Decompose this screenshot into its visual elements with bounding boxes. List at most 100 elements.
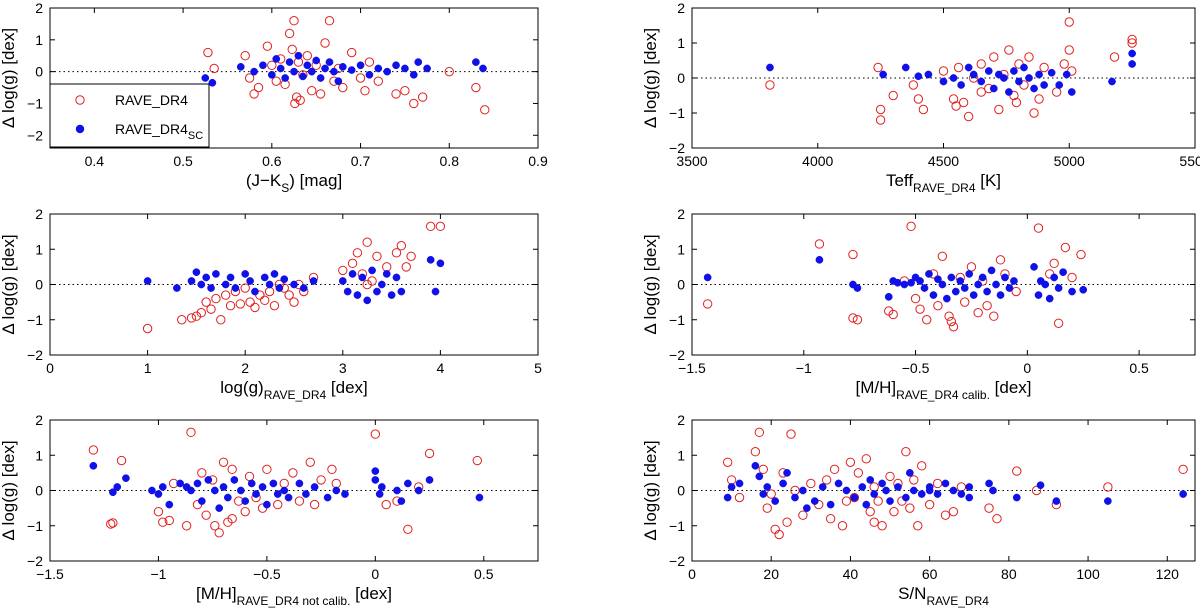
data-point-filled bbox=[727, 483, 736, 491]
legend-label-filled: RAVE_DR4SC bbox=[115, 121, 203, 142]
data-point-filled bbox=[397, 287, 406, 296]
data-point-filled bbox=[226, 273, 235, 282]
x-tick-label: 3 bbox=[339, 360, 347, 376]
y-tick-label: 1 bbox=[35, 32, 43, 48]
y-tick-label: 2 bbox=[35, 206, 43, 222]
data-point-open bbox=[873, 496, 883, 506]
data-point-filled bbox=[353, 291, 362, 299]
data-point-open bbox=[191, 311, 202, 321]
data-point-filled bbox=[122, 474, 130, 483]
data-point-filled bbox=[751, 461, 760, 470]
data-point-filled bbox=[879, 70, 887, 79]
data-point-open bbox=[181, 521, 192, 531]
data-point-filled bbox=[250, 67, 258, 76]
x-tick-label: 100 bbox=[1076, 566, 1100, 582]
data-point-filled bbox=[1062, 70, 1071, 79]
data-point-filled bbox=[197, 280, 206, 289]
data-point-open bbox=[786, 429, 796, 439]
legend-marker-filled bbox=[75, 124, 85, 134]
data-point-open bbox=[305, 457, 315, 467]
data-point-open bbox=[1039, 62, 1049, 73]
data-point-filled bbox=[219, 483, 228, 491]
data-point-open bbox=[262, 464, 272, 475]
data-point-open bbox=[814, 239, 825, 249]
data-point-open bbox=[948, 322, 959, 332]
data-point-filled bbox=[241, 497, 250, 505]
data-point-open bbox=[406, 251, 416, 261]
x-tick-label: 40 bbox=[843, 566, 859, 582]
data-point-filled bbox=[197, 497, 206, 505]
data-point-filled bbox=[316, 74, 325, 82]
data-point-open bbox=[381, 499, 391, 510]
data-point-filled bbox=[259, 61, 267, 70]
data-point-open bbox=[197, 468, 207, 478]
data-point-open bbox=[1064, 45, 1074, 55]
data-point-filled bbox=[1005, 284, 1014, 292]
data-point-open bbox=[362, 279, 372, 290]
y-tick-label: −2 bbox=[27, 347, 43, 363]
data-point-open bbox=[953, 62, 964, 73]
data-point-filled bbox=[193, 479, 202, 488]
data-point-filled bbox=[1079, 285, 1088, 294]
data-point-open bbox=[382, 262, 392, 272]
data-point-open bbox=[1024, 52, 1034, 62]
data-point-open bbox=[338, 82, 348, 93]
data-point-filled bbox=[294, 51, 303, 60]
data-point-open bbox=[267, 60, 277, 70]
data-point-filled bbox=[779, 479, 787, 488]
data-point-filled bbox=[850, 493, 859, 502]
data-point-filled bbox=[374, 64, 383, 73]
data-point-open bbox=[435, 221, 446, 232]
data-point-filled bbox=[236, 63, 245, 71]
data-point-open bbox=[995, 255, 1006, 265]
panel-2: 3500 4000 4500 5000 5500 −2 −1 0 1 2 Δ log(g) [dex… bbox=[641, 0, 1200, 195]
data-point-filled bbox=[263, 500, 271, 509]
data-point-open bbox=[320, 38, 330, 48]
data-point-open bbox=[289, 297, 299, 307]
data-point-open bbox=[976, 59, 986, 69]
data-point-filled bbox=[377, 483, 386, 491]
data-point-open bbox=[250, 302, 260, 313]
data-point-filled bbox=[1005, 88, 1013, 96]
data-point-filled bbox=[703, 273, 712, 282]
data-point-filled bbox=[951, 287, 960, 296]
y-tick-label: 2 bbox=[35, 0, 43, 16]
data-point-filled bbox=[862, 500, 871, 509]
series-RAVE_DR4_SC bbox=[89, 461, 484, 512]
data-point-open bbox=[1031, 485, 1042, 496]
data-point-open bbox=[240, 506, 250, 517]
data-point-filled bbox=[1001, 273, 1009, 282]
data-point-open bbox=[1060, 242, 1071, 253]
data-point-open bbox=[216, 315, 226, 325]
data-point-filled bbox=[383, 67, 392, 76]
data-point-filled bbox=[996, 291, 1005, 299]
data-point-filled bbox=[984, 67, 993, 75]
data-point-filled bbox=[252, 490, 260, 498]
data-point-open bbox=[244, 73, 255, 83]
x-tick-label: 4500 bbox=[928, 153, 959, 169]
y-tick-label: −1 bbox=[669, 312, 685, 328]
x-tick-label: −1.5 bbox=[36, 566, 64, 582]
data-point-filled bbox=[964, 63, 973, 72]
data-point-open bbox=[848, 249, 858, 260]
data-point-filled bbox=[165, 500, 174, 509]
x-tick-label: −1.5 bbox=[678, 360, 706, 376]
x-tick-label: 120 bbox=[1156, 566, 1180, 582]
data-point-open bbox=[346, 47, 357, 58]
x-axis-label: (J−KS) [mag] bbox=[246, 171, 342, 195]
data-point-open bbox=[821, 475, 832, 485]
data-point-open bbox=[1103, 482, 1113, 492]
y-axis-label: Δ log(g) [dex] bbox=[641, 28, 660, 128]
data-point-filled bbox=[479, 64, 487, 73]
data-point-open bbox=[370, 429, 381, 439]
data-point-open bbox=[888, 309, 898, 320]
data-point-open bbox=[158, 517, 168, 527]
data-point-open bbox=[201, 297, 211, 307]
data-point-open bbox=[1053, 318, 1064, 328]
panel-4: −1.5 −1 −0.5 0 0.5 −2 −1 0 1 2 Δ log(g) [dex] [M/H]… bbox=[641, 206, 1196, 402]
data-point-open bbox=[253, 82, 264, 93]
plot-frame bbox=[49, 7, 539, 149]
data-point-open bbox=[1064, 17, 1074, 27]
data-point-open bbox=[946, 316, 957, 327]
data-point-filled bbox=[303, 61, 312, 70]
